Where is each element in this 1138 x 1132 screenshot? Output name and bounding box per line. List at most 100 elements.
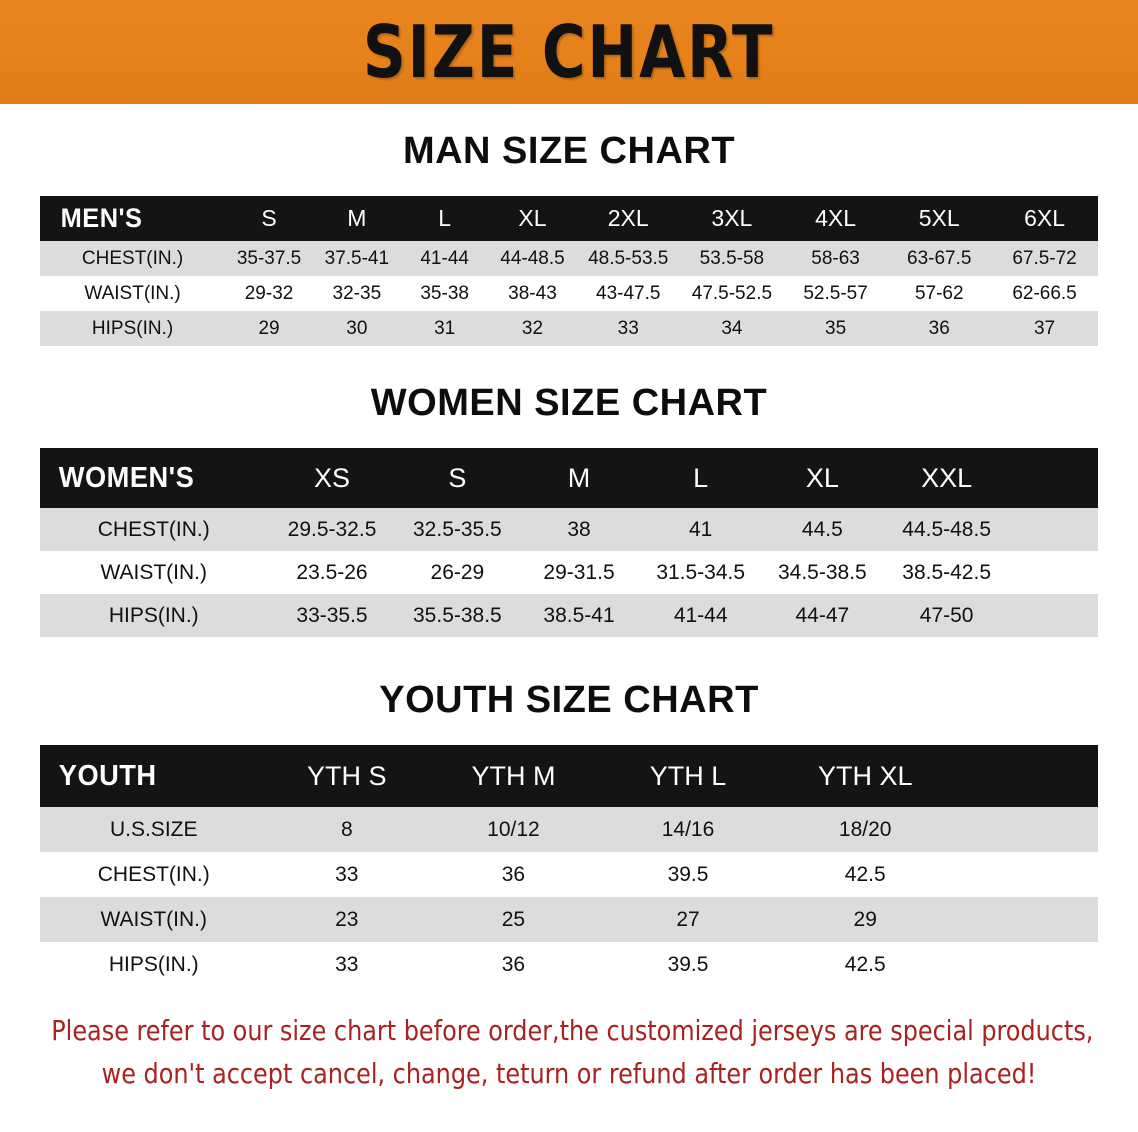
women-row-label-hips: HIPS(IN.) — [40, 594, 268, 637]
women-chest-l: 41 — [639, 508, 762, 551]
table-row: HIPS(IN.) 29 30 31 32 33 34 35 36 37 — [40, 311, 1098, 346]
youth-chest-l: 39.5 — [600, 852, 776, 897]
women-col-header-m: M — [567, 462, 591, 493]
women-corner-label: WOMEN'S — [58, 461, 195, 494]
women-row-label-waist: WAIST(IN.) — [40, 551, 268, 594]
youth-col-header-l: YTH L — [649, 760, 727, 791]
man-col-header-xl: XL — [518, 205, 547, 231]
youth-row-label-chest: CHEST(IN.) — [40, 852, 268, 897]
man-chest-l: 41-44 — [400, 241, 489, 276]
youth-size-table-wrapper: YOUTH YTH S YTH M YTH L YTH XL U.S.SIZE … — [40, 745, 1098, 987]
women-waist-spacer — [1010, 551, 1098, 594]
women-hips-s: 35.5-38.5 — [396, 594, 519, 637]
youth-ussize-xl: 18/20 — [775, 807, 956, 852]
man-chest-2xl: 48.5-53.5 — [576, 241, 681, 276]
man-col-header-m: M — [347, 205, 367, 231]
man-waist-xl: 38-43 — [488, 276, 577, 311]
women-chest-m: 38 — [518, 508, 640, 551]
man-hips-5xl: 36 — [887, 311, 992, 346]
women-col-header-xs: XS — [314, 462, 351, 493]
women-size-table: WOMEN'S XS S M L XL XXL CHEST(IN.) 29.5-… — [40, 448, 1098, 637]
women-chest-xxl: 44.5-48.5 — [883, 508, 1011, 551]
women-waist-xl: 34.5-38.5 — [761, 551, 884, 594]
man-chest-4xl: 58-63 — [783, 241, 888, 276]
youth-col-header-m: YTH M — [471, 760, 556, 791]
table-row: WAIST(IN.) 29-32 32-35 35-38 38-43 43-47… — [40, 276, 1098, 311]
youth-ussize-s: 8 — [267, 807, 427, 852]
man-waist-6xl: 62-66.5 — [991, 276, 1098, 311]
man-hips-xl: 32 — [488, 311, 577, 346]
women-hips-xl: 44-47 — [761, 594, 884, 637]
youth-col-header-s: YTH S — [307, 760, 387, 791]
man-row-label-chest: CHEST(IN.) — [40, 241, 226, 276]
women-table-header-row: WOMEN'S XS S M L XL XXL — [40, 448, 1098, 508]
man-table-header-row: MEN'S S M L XL 2XL 3XL 4XL 5XL 6XL — [40, 196, 1098, 241]
policy-note-line-2: we don't accept cancel, change, teturn o… — [101, 1057, 1037, 1091]
man-size-table-wrapper: MEN'S S M L XL 2XL 3XL 4XL 5XL 6XL CHEST… — [40, 196, 1098, 346]
page-title: SIZE CHART — [363, 10, 775, 94]
table-row: HIPS(IN.) 33 36 39.5 42.5 — [40, 942, 1098, 987]
women-waist-l: 31.5-34.5 — [639, 551, 762, 594]
women-chest-spacer — [1010, 508, 1098, 551]
man-corner-label: MEN'S — [60, 203, 143, 233]
table-row: HIPS(IN.) 33-35.5 35.5-38.5 38.5-41 41-4… — [40, 594, 1098, 637]
man-waist-s: 29-32 — [225, 276, 313, 311]
youth-header-spacer — [955, 745, 1098, 807]
table-row: CHEST(IN.) 33 36 39.5 42.5 — [40, 852, 1098, 897]
youth-table-header-row: YOUTH YTH S YTH M YTH L YTH XL — [40, 745, 1098, 807]
man-row-label-waist: WAIST(IN.) — [40, 276, 226, 311]
man-waist-3xl: 47.5-52.5 — [680, 276, 784, 311]
table-row: WAIST(IN.) 23.5-26 26-29 29-31.5 31.5-34… — [40, 551, 1098, 594]
man-chest-5xl: 63-67.5 — [887, 241, 992, 276]
women-waist-m: 29-31.5 — [518, 551, 640, 594]
man-col-header-6xl: 6XL — [1024, 205, 1065, 231]
women-waist-xs: 23.5-26 — [267, 551, 397, 594]
table-row: U.S.SIZE 8 10/12 14/16 18/20 — [40, 807, 1098, 852]
man-col-header-3xl: 3XL — [711, 205, 753, 231]
youth-ussize-spacer — [955, 807, 1098, 852]
women-waist-xxl: 38.5-42.5 — [883, 551, 1011, 594]
women-hips-l: 41-44 — [639, 594, 762, 637]
women-size-table-wrapper: WOMEN'S XS S M L XL XXL CHEST(IN.) 29.5-… — [40, 448, 1098, 637]
man-waist-5xl: 57-62 — [887, 276, 992, 311]
women-chest-xs: 29.5-32.5 — [267, 508, 397, 551]
women-chest-xl: 44.5 — [761, 508, 884, 551]
women-chest-s: 32.5-35.5 — [396, 508, 519, 551]
women-header-spacer — [1010, 448, 1098, 508]
youth-chest-xl: 42.5 — [775, 852, 956, 897]
women-col-header-xl: XL — [805, 462, 839, 493]
man-chest-xl: 44-48.5 — [488, 241, 577, 276]
man-row-label-hips: HIPS(IN.) — [40, 311, 226, 346]
youth-waist-l: 27 — [600, 897, 776, 942]
women-col-header-xxl: XXL — [921, 462, 973, 493]
man-waist-4xl: 52.5-57 — [783, 276, 888, 311]
man-hips-s: 29 — [225, 311, 313, 346]
youth-waist-s: 23 — [267, 897, 427, 942]
man-col-header-5xl: 5XL — [918, 205, 960, 231]
women-row-label-chest: CHEST(IN.) — [40, 508, 268, 551]
women-col-header-l: L — [693, 462, 709, 493]
table-row: CHEST(IN.) 29.5-32.5 32.5-35.5 38 41 44.… — [40, 508, 1098, 551]
table-row: CHEST(IN.) 35-37.5 37.5-41 41-44 44-48.5… — [40, 241, 1098, 276]
youth-row-label-waist: WAIST(IN.) — [40, 897, 268, 942]
youth-chest-s: 33 — [267, 852, 427, 897]
man-hips-4xl: 35 — [783, 311, 888, 346]
women-hips-m: 38.5-41 — [518, 594, 640, 637]
women-hips-xs: 33-35.5 — [267, 594, 397, 637]
youth-corner-label: YOUTH — [58, 759, 157, 792]
man-waist-l: 35-38 — [400, 276, 489, 311]
man-hips-6xl: 37 — [991, 311, 1098, 346]
policy-note: Please refer to our size chart before or… — [51, 1009, 1093, 1096]
youth-hips-m: 36 — [426, 942, 601, 987]
women-hips-xxl: 47-50 — [883, 594, 1011, 637]
youth-hips-spacer — [955, 942, 1098, 987]
man-section-title: MAN SIZE CHART — [402, 130, 736, 172]
man-chest-6xl: 67.5-72 — [991, 241, 1098, 276]
youth-chest-m: 36 — [426, 852, 601, 897]
youth-waist-spacer — [955, 897, 1098, 942]
youth-hips-s: 33 — [267, 942, 427, 987]
man-hips-2xl: 33 — [576, 311, 681, 346]
man-chest-3xl: 53.5-58 — [680, 241, 784, 276]
table-row: WAIST(IN.) 23 25 27 29 — [40, 897, 1098, 942]
youth-row-label-ussize: U.S.SIZE — [40, 807, 268, 852]
